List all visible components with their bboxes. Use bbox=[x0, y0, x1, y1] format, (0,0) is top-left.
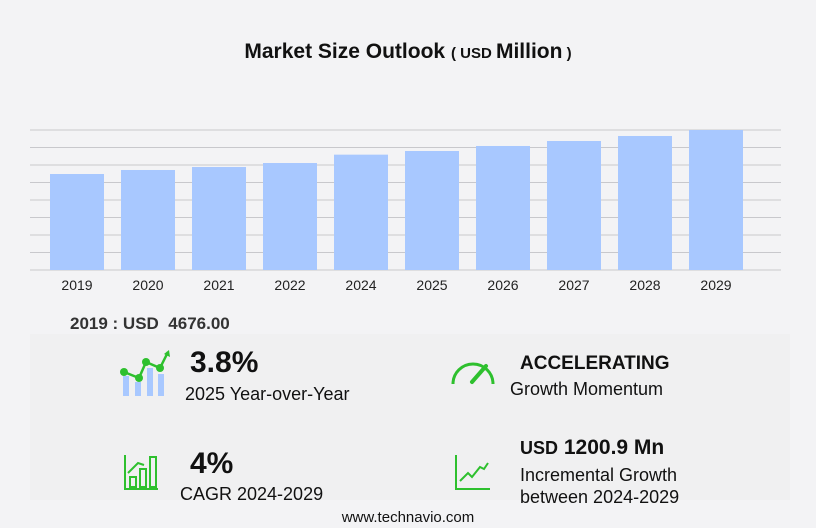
x-tick-label: 2020 bbox=[132, 277, 163, 293]
yoy-label: 2025 Year-over-Year bbox=[185, 384, 350, 404]
bar-2027 bbox=[547, 141, 601, 270]
bar-2021 bbox=[192, 167, 246, 270]
x-tick-label: 2027 bbox=[558, 277, 589, 293]
yoy-chart-icon bbox=[120, 350, 170, 396]
x-tick-label: 2019 bbox=[61, 277, 92, 293]
incremental-label-1: Incremental Growth bbox=[520, 465, 678, 485]
x-tick-label: 2024 bbox=[345, 277, 376, 293]
cagr-value: 4% bbox=[190, 447, 234, 480]
title-unit: ( USD bbox=[450, 45, 492, 62]
chart-title: Market Size Outlook ( USD Million ) bbox=[244, 40, 572, 63]
x-tick-label: 2025 bbox=[416, 277, 447, 293]
cagr-bar-chart-icon bbox=[124, 455, 158, 490]
title-text: Market Size Outlook bbox=[244, 40, 446, 63]
cagr-label: CAGR 2024-2029 bbox=[180, 484, 324, 504]
footer-url: www.technavio.com bbox=[341, 509, 475, 526]
bar-2028 bbox=[618, 135, 672, 270]
speedometer-icon bbox=[451, 362, 495, 385]
x-tick-label: 2029 bbox=[700, 277, 731, 293]
bar-2019 bbox=[50, 173, 104, 270]
x-tick-label: 2021 bbox=[203, 277, 234, 293]
x-tick-label: 2026 bbox=[487, 277, 518, 293]
yoy-value: 3.8% bbox=[190, 346, 259, 379]
bar-2024 bbox=[334, 154, 388, 270]
bar-2026 bbox=[476, 145, 530, 270]
incremental-value: USD 1200.9 Mn bbox=[520, 436, 665, 459]
growth-line-icon bbox=[455, 455, 490, 490]
momentum-value: ACCELERATING bbox=[520, 353, 670, 374]
bar-2020 bbox=[121, 169, 175, 270]
bar-chart: 2019 2020 2021 2022 2024 2025 2026 2027 2028 2029 bbox=[30, 129, 781, 293]
bar-2022 bbox=[263, 163, 317, 270]
title-unit-name: Million bbox=[495, 40, 563, 63]
incremental-label-2: between 2024-2029 bbox=[520, 487, 680, 507]
x-tick-label: 2028 bbox=[629, 277, 660, 293]
base-year-caption: 2019 : USD 4676.00 bbox=[70, 314, 230, 333]
momentum-label: Growth Momentum bbox=[510, 379, 664, 399]
bar-2025 bbox=[405, 151, 459, 270]
x-tick-label: 2022 bbox=[274, 277, 305, 293]
bar-2029 bbox=[689, 130, 743, 270]
